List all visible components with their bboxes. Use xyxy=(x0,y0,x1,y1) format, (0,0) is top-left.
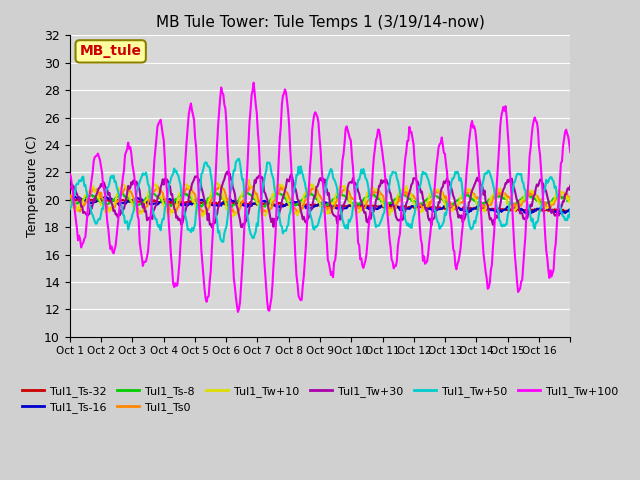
Tul1_Tw+10 xyxy=(244,177,252,182)
Tul1_Ts-8 xyxy=(228,204,236,210)
Tul1_Ts-16 xyxy=(278,203,285,209)
Tul1_Tw+30 xyxy=(436,200,444,205)
Tul1_Tw+10 xyxy=(223,206,230,212)
Line: Tul1_Tw+10: Tul1_Tw+10 xyxy=(70,180,570,217)
Tul1_Ts-8 xyxy=(244,190,252,195)
Tul1_Tw+30 xyxy=(66,185,74,191)
Tul1_Ts-8 xyxy=(566,198,574,204)
Tul1_Tw+100 xyxy=(348,153,356,159)
Tul1_Ts0 xyxy=(66,194,74,200)
Tul1_Ts-32 xyxy=(277,200,285,206)
Tul1_Ts0 xyxy=(566,194,574,200)
Tul1_Tw+50 xyxy=(279,230,287,236)
Tul1_Ts-32 xyxy=(66,195,74,201)
Tul1_Tw+100 xyxy=(279,93,287,98)
Tul1_Ts-8 xyxy=(523,193,531,199)
Tul1_Ts-16 xyxy=(371,204,379,210)
Tul1_Tw+50 xyxy=(523,198,531,204)
Tul1_Tw+50 xyxy=(566,206,574,212)
Tul1_Tw+30 xyxy=(223,170,230,176)
Tul1_Ts0 xyxy=(215,182,223,188)
Tul1_Tw+30 xyxy=(372,197,380,203)
Tul1_Tw+30 xyxy=(566,183,574,189)
Tul1_Ts-16 xyxy=(71,194,79,200)
Tul1_Ts-16 xyxy=(566,207,574,213)
Tul1_Ts0 xyxy=(279,184,287,190)
Tul1_Tw+50 xyxy=(223,223,230,229)
Tul1_Tw+100 xyxy=(234,309,242,315)
Tul1_Ts-32 xyxy=(221,201,229,207)
Tul1_Ts-16 xyxy=(435,206,442,212)
Tul1_Tw+30 xyxy=(279,195,287,201)
Tul1_Ts-32 xyxy=(520,208,528,214)
Tul1_Ts-8 xyxy=(372,194,380,200)
Tul1_Ts-32 xyxy=(346,203,354,208)
Tul1_Tw+10 xyxy=(165,215,173,220)
Tul1_Ts-16 xyxy=(558,211,566,217)
Tul1_Tw+10 xyxy=(279,184,287,190)
Tul1_Tw+30 xyxy=(348,180,356,186)
Tul1_Tw+100 xyxy=(66,171,74,177)
Line: Tul1_Ts0: Tul1_Ts0 xyxy=(70,185,570,214)
Tul1_Tw+50 xyxy=(436,226,444,232)
Tul1_Tw+100 xyxy=(566,149,574,155)
Y-axis label: Temperature (C): Temperature (C) xyxy=(26,135,38,237)
Line: Tul1_Tw+100: Tul1_Tw+100 xyxy=(70,83,570,312)
Line: Tul1_Ts-32: Tul1_Ts-32 xyxy=(70,198,570,212)
Tul1_Tw+10 xyxy=(348,203,356,208)
Tul1_Tw+50 xyxy=(218,239,226,245)
Tul1_Tw+100 xyxy=(523,211,531,217)
Tul1_Ts-8 xyxy=(348,201,356,206)
Tul1_Tw+30 xyxy=(223,168,231,174)
Tul1_Tw+100 xyxy=(221,106,229,111)
Tul1_Tw+100 xyxy=(250,80,257,85)
Line: Tul1_Tw+50: Tul1_Tw+50 xyxy=(70,159,570,242)
Tul1_Ts-32 xyxy=(563,209,571,215)
Tul1_Ts-8 xyxy=(279,193,287,199)
Tul1_Tw+50 xyxy=(372,224,380,230)
Title: MB Tule Tower: Tule Temps 1 (3/19/14-now): MB Tule Tower: Tule Temps 1 (3/19/14-now… xyxy=(156,15,484,30)
Tul1_Tw+50 xyxy=(348,214,356,219)
Tul1_Ts-32 xyxy=(370,203,378,209)
Tul1_Ts0 xyxy=(223,196,231,202)
Line: Tul1_Ts-16: Tul1_Ts-16 xyxy=(70,197,570,214)
Tul1_Tw+50 xyxy=(235,156,243,162)
Tul1_Ts0 xyxy=(372,190,380,195)
Tul1_Tw+10 xyxy=(436,188,444,193)
Tul1_Ts0 xyxy=(348,196,356,202)
Tul1_Tw+30 xyxy=(208,225,216,230)
Tul1_Ts0 xyxy=(436,191,444,196)
Text: MB_tule: MB_tule xyxy=(80,44,141,59)
Line: Tul1_Tw+30: Tul1_Tw+30 xyxy=(70,171,570,228)
Tul1_Ts-16 xyxy=(66,195,74,201)
Tul1_Ts-8 xyxy=(66,198,74,204)
Tul1_Tw+100 xyxy=(372,137,380,143)
Tul1_Tw+50 xyxy=(66,206,74,212)
Tul1_Ts-8 xyxy=(221,200,229,205)
Line: Tul1_Ts-8: Tul1_Ts-8 xyxy=(70,192,570,207)
Tul1_Ts-32 xyxy=(434,206,442,212)
Tul1_Ts0 xyxy=(523,195,531,201)
Tul1_Ts-16 xyxy=(522,210,529,216)
Tul1_Tw+100 xyxy=(436,141,444,147)
Tul1_Tw+10 xyxy=(66,199,74,205)
Tul1_Tw+10 xyxy=(566,199,574,204)
Tul1_Ts-16 xyxy=(223,200,230,205)
Tul1_Ts-16 xyxy=(347,202,355,208)
Legend: Tul1_Ts-32, Tul1_Ts-16, Tul1_Ts-8, Tul1_Ts0, Tul1_Tw+10, Tul1_Tw+30, Tul1_Tw+50,: Tul1_Ts-32, Tul1_Ts-16, Tul1_Ts-8, Tul1_… xyxy=(17,382,623,418)
Tul1_Ts-8 xyxy=(436,195,444,201)
Tul1_Ts0 xyxy=(201,211,209,217)
Tul1_Tw+10 xyxy=(372,188,380,193)
Tul1_Ts-32 xyxy=(566,208,574,214)
Tul1_Tw+30 xyxy=(523,216,531,222)
Tul1_Tw+10 xyxy=(523,188,531,193)
